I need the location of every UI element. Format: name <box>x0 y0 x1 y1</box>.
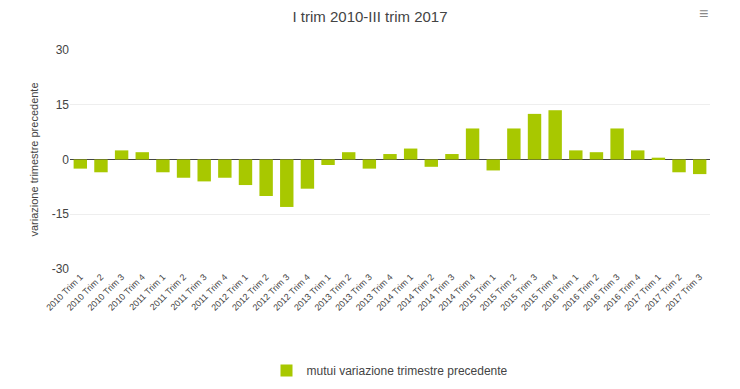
svg-text:2010 Trim 2: 2010 Trim 2 <box>65 272 106 313</box>
svg-text:2010 Trim 1: 2010 Trim 1 <box>44 272 85 313</box>
svg-text:mutui variazione trimestre pre: mutui variazione trimestre precedente <box>307 364 508 378</box>
svg-text:2017 Trim 2: 2017 Trim 2 <box>643 272 684 313</box>
svg-text:2012 Trim 2: 2012 Trim 2 <box>230 272 271 313</box>
svg-text:2015 Trim 3: 2015 Trim 3 <box>498 272 539 313</box>
svg-text:2012 Trim 3: 2012 Trim 3 <box>251 272 292 313</box>
svg-text:2013 Trim 3: 2013 Trim 3 <box>333 272 374 313</box>
svg-text:2014 Trim 2: 2014 Trim 2 <box>395 272 436 313</box>
svg-text:15: 15 <box>56 98 70 112</box>
svg-text:I trim 2010-III trim 2017: I trim 2010-III trim 2017 <box>292 8 447 25</box>
svg-text:-30: -30 <box>52 262 70 276</box>
svg-text:2017 Trim 3: 2017 Trim 3 <box>664 272 705 313</box>
svg-text:2016 Trim 1: 2016 Trim 1 <box>540 272 581 313</box>
svg-text:2013 Trim 1: 2013 Trim 1 <box>292 272 333 313</box>
svg-text:2011 Trim 3: 2011 Trim 3 <box>169 272 209 312</box>
svg-text:2010 Trim 3: 2010 Trim 3 <box>86 272 127 313</box>
svg-text:2016 Trim 4: 2016 Trim 4 <box>602 272 643 313</box>
svg-text:≡: ≡ <box>699 5 708 22</box>
svg-text:2011 Trim 4: 2011 Trim 4 <box>189 272 229 312</box>
svg-text:2013 Trim 4: 2013 Trim 4 <box>354 272 395 313</box>
svg-text:variazione trimestre precedent: variazione trimestre precedente <box>28 82 40 236</box>
svg-text:30: 30 <box>56 43 70 57</box>
svg-text:2016 Trim 3: 2016 Trim 3 <box>581 272 622 313</box>
svg-text:2011 Trim 2: 2011 Trim 2 <box>148 272 188 312</box>
svg-text:2017 Trim 1: 2017 Trim 1 <box>622 272 663 313</box>
svg-text:2014 Trim 3: 2014 Trim 3 <box>416 272 457 313</box>
svg-text:-15: -15 <box>52 207 70 221</box>
svg-text:2014 Trim 4: 2014 Trim 4 <box>436 272 477 313</box>
svg-text:2012 Trim 1: 2012 Trim 1 <box>209 272 250 313</box>
svg-text:2011 Trim 1: 2011 Trim 1 <box>127 272 167 312</box>
svg-text:2015 Trim 1: 2015 Trim 1 <box>457 272 498 313</box>
svg-text:2016 Trim 2: 2016 Trim 2 <box>560 272 601 313</box>
svg-text:2015 Trim 4: 2015 Trim 4 <box>519 272 560 313</box>
svg-text:2014 Trim 1: 2014 Trim 1 <box>375 272 416 313</box>
svg-text:2013 Trim 2: 2013 Trim 2 <box>313 272 354 313</box>
svg-text:2012 Trim 4: 2012 Trim 4 <box>271 272 312 313</box>
svg-text:2010 Trim 4: 2010 Trim 4 <box>106 272 147 313</box>
svg-text:2015 Trim 2: 2015 Trim 2 <box>478 272 519 313</box>
svg-text:0: 0 <box>62 153 69 167</box>
